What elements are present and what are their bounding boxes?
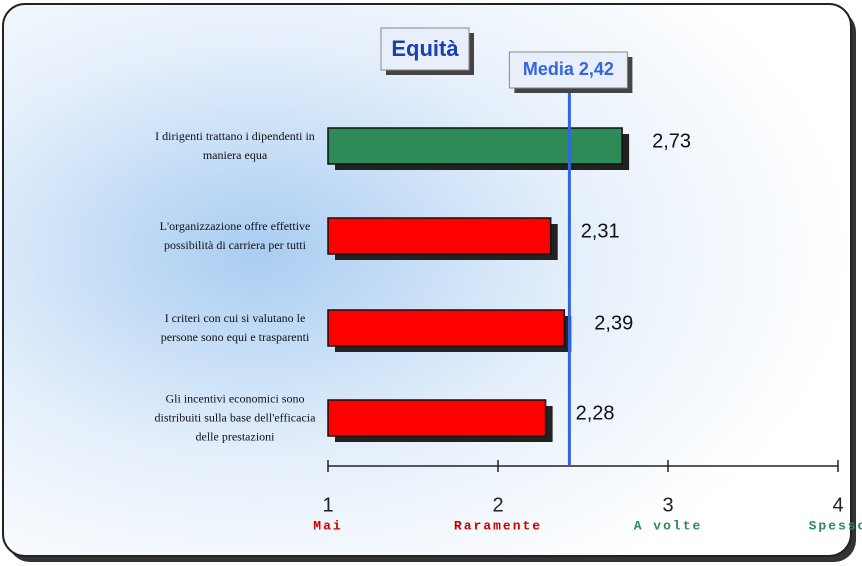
value-label: 2,39 [594, 312, 633, 334]
x-tick-label: 3 [662, 494, 673, 516]
category-label: I criteri con cui si valutano le persone… [160, 311, 310, 344]
x-tick-description: Spesso [809, 518, 862, 533]
x-tick-description: Mai [313, 518, 342, 533]
category-label: I dirigenti trattano i dipendenti in man… [155, 129, 315, 162]
x-tick-description: Raramente [454, 518, 542, 533]
bar [327, 399, 547, 437]
frame [2, 3, 852, 557]
value-label: 2,31 [581, 220, 620, 242]
category-label: Gli incentivi economici sono distribuiti… [154, 391, 316, 444]
bar [327, 309, 566, 347]
value-label: 2,28 [576, 402, 615, 424]
x-tick-label: 4 [832, 494, 843, 516]
value-label: 2,73 [652, 130, 691, 152]
reference-label-box [508, 51, 628, 89]
category-label: L'organizzazione offre effettive possibi… [159, 219, 311, 252]
chart-title: Equità [391, 36, 459, 61]
bar [327, 127, 623, 165]
title-box [380, 27, 470, 71]
x-tick-description: A volte [634, 518, 703, 533]
reference-label: Media 2,42 [523, 59, 614, 79]
x-tick-label: 1 [322, 494, 333, 516]
x-tick-label: 2 [492, 494, 503, 516]
bar [327, 217, 552, 255]
